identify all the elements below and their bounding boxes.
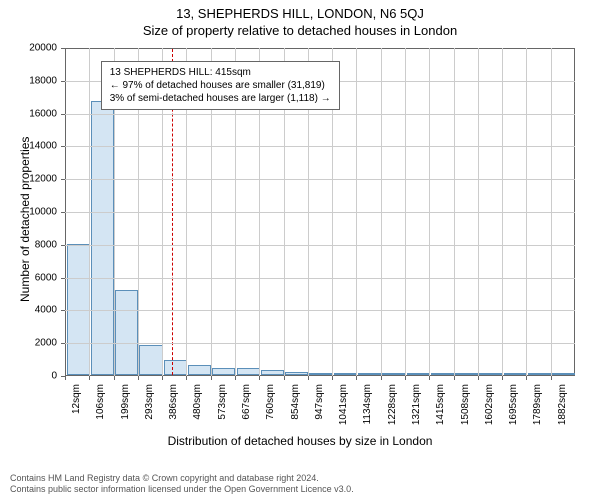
annotation-box: 13 SHEPHERDS HILL: 415sqm← 97% of detach… (101, 61, 340, 110)
x-tick-label: 760sqm (265, 384, 276, 432)
gridline (65, 179, 575, 180)
x-tick-label: 573sqm (217, 384, 228, 432)
x-tick-label: 1321sqm (411, 384, 422, 432)
histogram-bar (528, 373, 551, 375)
x-tick-label: 1134sqm (362, 384, 373, 432)
x-tick-label: 947sqm (314, 384, 325, 432)
histogram-bar (139, 345, 162, 375)
histogram-bar (407, 373, 430, 375)
x-tick-label: 199sqm (120, 384, 131, 432)
y-tick-label: 4000 (0, 305, 57, 316)
histogram-bar (91, 101, 114, 375)
histogram-bar (552, 373, 575, 375)
x-tick-label: 1602sqm (484, 384, 495, 432)
page-subtitle: Size of property relative to detached ho… (0, 21, 600, 38)
gridline (65, 310, 575, 311)
histogram-bar (334, 373, 357, 375)
gridline (65, 146, 575, 147)
annotation-line: 13 SHEPHERDS HILL: 415sqm (110, 66, 331, 79)
gridline (65, 114, 575, 115)
histogram-bar (431, 373, 454, 375)
gridline (65, 278, 575, 279)
y-tick-label: 2000 (0, 338, 57, 349)
histogram-bar (309, 373, 332, 375)
gridline (65, 245, 575, 246)
histogram-bar (455, 373, 478, 375)
x-tick-label: 1041sqm (338, 384, 349, 432)
x-tick-label: 1228sqm (387, 384, 398, 432)
gridline (65, 212, 575, 213)
page-title-address: 13, SHEPHERDS HILL, LONDON, N6 5QJ (0, 0, 600, 21)
x-tick-label: 667sqm (241, 384, 252, 432)
histogram-bar (115, 290, 138, 375)
x-tick-label: 106sqm (95, 384, 106, 432)
footer-attribution: Contains HM Land Registry data © Crown c… (0, 473, 354, 496)
y-tick-label: 18000 (0, 75, 57, 86)
x-tick-label: 12sqm (71, 384, 82, 432)
histogram-bar (164, 360, 187, 375)
y-tick-label: 8000 (0, 239, 57, 250)
histogram-bar (358, 373, 381, 375)
histogram-bar (382, 373, 405, 375)
y-tick-label: 10000 (0, 207, 57, 218)
gridline (65, 343, 575, 344)
x-tick-label: 293sqm (144, 384, 155, 432)
annotation-line: 3% of semi-detached houses are larger (1… (110, 92, 331, 105)
histogram-bar (285, 372, 308, 375)
x-tick-label: 1695sqm (508, 384, 519, 432)
y-tick-label: 20000 (0, 43, 57, 54)
x-tick-label: 1415sqm (435, 384, 446, 432)
x-tick-label: 386sqm (168, 384, 179, 432)
histogram-bar (188, 365, 211, 375)
x-tick-label: 854sqm (290, 384, 301, 432)
x-tick-label: 1508sqm (460, 384, 471, 432)
y-tick-label: 16000 (0, 108, 57, 119)
x-axis-label: Distribution of detached houses by size … (0, 434, 600, 448)
histogram-bar (479, 373, 502, 375)
histogram-bar (504, 373, 527, 375)
y-tick-label: 0 (0, 371, 57, 382)
y-tick-label: 14000 (0, 141, 57, 152)
annotation-line: ← 97% of detached houses are smaller (31… (110, 79, 331, 92)
histogram-bar (261, 370, 284, 375)
x-tick-label: 1789sqm (532, 384, 543, 432)
x-tick-label: 480sqm (192, 384, 203, 432)
histogram-bar (212, 368, 235, 375)
x-tick-label: 1882sqm (557, 384, 568, 432)
y-tick-label: 12000 (0, 174, 57, 185)
histogram-bar (237, 368, 260, 375)
footer-line-2: Contains public sector information licen… (10, 484, 354, 496)
footer-line-1: Contains HM Land Registry data © Crown c… (10, 473, 354, 485)
y-tick-label: 6000 (0, 272, 57, 283)
